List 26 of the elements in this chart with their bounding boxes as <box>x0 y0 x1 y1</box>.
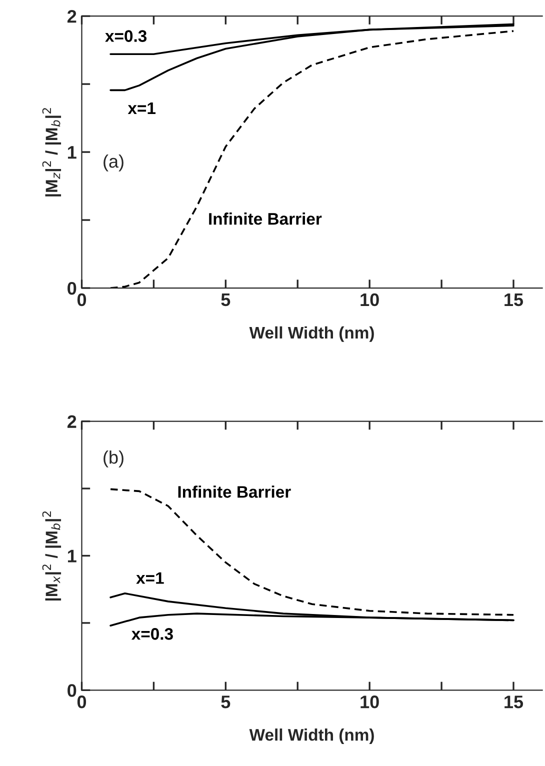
x-tick-label: 10 <box>360 696 379 708</box>
y-tick-label: 2 <box>67 10 76 23</box>
x-axis-title: Well Width (nm) <box>249 326 374 342</box>
series-label: Infinite Barrier <box>178 486 291 498</box>
x-tick-label: 10 <box>360 293 379 306</box>
x-tick-label: 5 <box>221 294 230 306</box>
x-tick-label: 15 <box>504 294 524 306</box>
series-label: x=0.3 <box>131 628 173 640</box>
annotation: (b) <box>104 450 124 468</box>
x-tick-label: 5 <box>221 696 230 708</box>
y-tick-label: 0 <box>68 684 76 697</box>
series-label: x=0.3 <box>105 30 147 42</box>
series-label: Infinite Barrier <box>209 212 322 225</box>
y-tick-label: 2 <box>67 415 76 428</box>
x-axis-title: Well Width (nm) <box>249 728 374 744</box>
y-axis-title: |M$_{x}$|$^{2}$ / |M$_{b}$|$^{2}$ <box>42 511 62 600</box>
series-label: x=1 <box>128 102 156 114</box>
y-tick-label: 1 <box>68 550 76 562</box>
series-label: x=1 <box>136 572 164 584</box>
x-tick-label: 0 <box>77 293 86 306</box>
y-tick-label: 0 <box>68 282 76 295</box>
y-axis-title: |M$_{z}$|$^{2}$ / |M$_{b}$|$^{2}$ <box>42 108 62 196</box>
annotation: (a) <box>104 154 124 172</box>
y-tick-label: 1 <box>68 146 76 159</box>
x-tick-label: 15 <box>504 696 524 708</box>
x-tick-label: 0 <box>77 696 86 708</box>
